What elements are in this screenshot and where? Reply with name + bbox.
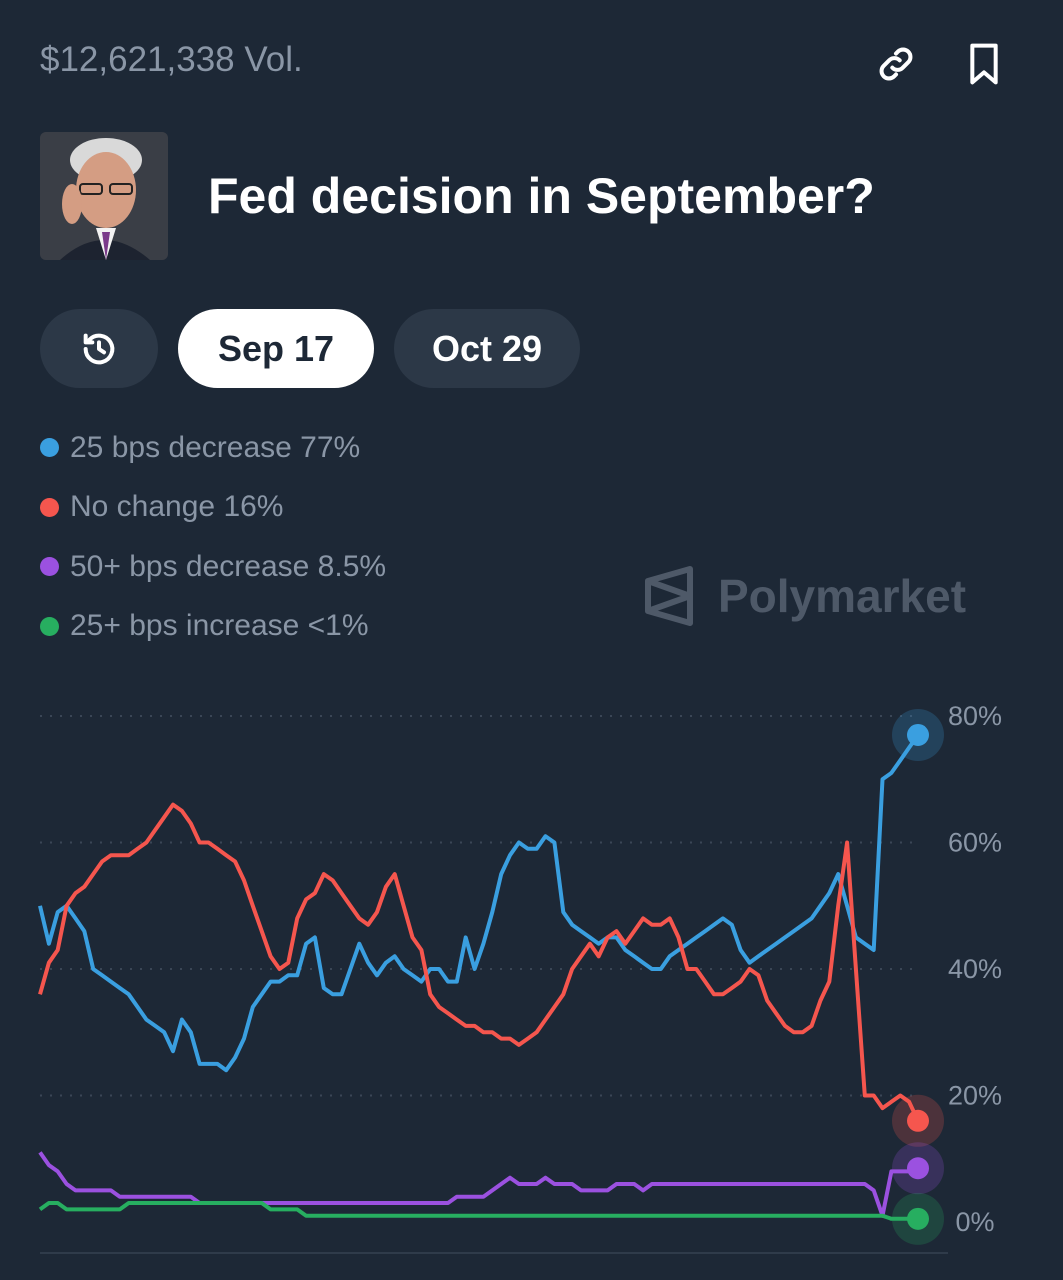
y-tick-label: 60% (948, 828, 1002, 858)
link-icon[interactable] (872, 40, 920, 88)
series-endpoint-dot (907, 1207, 929, 1230)
series-endpoint-dot (907, 723, 929, 746)
series-line (38, 1201, 918, 1221)
legend-item: 25+ bps increase <1% (40, 597, 386, 657)
market-header: Fed decision in September? (40, 131, 875, 261)
probability-chart: 80% 60% 40% 20% 0% (38, 701, 1002, 1254)
legend-dot (40, 557, 59, 577)
series-endpoint-dot (907, 1109, 929, 1132)
polymarket-logo-icon (645, 566, 693, 626)
legend-dot (40, 438, 59, 458)
polymarket-watermark: Polymarket (642, 565, 966, 627)
legend-label: 25 bps decrease 77% (70, 430, 361, 464)
market-title: Fed decision in September? (208, 168, 875, 224)
legend-dot (40, 616, 59, 636)
series-line (38, 1151, 919, 1218)
history-icon (83, 333, 115, 364)
legend-label: 50+ bps decrease 8.5% (70, 549, 387, 583)
legend-item: 25 bps decrease 77% (40, 418, 386, 478)
volume-label: $12,621,338 Vol. (40, 40, 303, 79)
chart-legend: 25 bps decrease 77% No change 16% 50+ bp… (40, 418, 386, 656)
market-avatar (40, 132, 168, 260)
tab-sep-17[interactable]: Sep 17 (178, 309, 374, 388)
watermark-text: Polymarket (718, 570, 967, 622)
y-tick-label: 80% (948, 701, 1002, 731)
legend-dot (40, 497, 59, 517)
bookmark-icon[interactable] (960, 40, 1008, 88)
y-tick-label: 40% (948, 954, 1002, 984)
legend-label: No change 16% (70, 490, 284, 524)
y-tick-label: 20% (948, 1081, 1002, 1111)
series-line (38, 802, 920, 1122)
series-line (38, 733, 920, 1073)
series-endpoint-dot (907, 1157, 929, 1180)
tab-oct-29[interactable]: Oct 29 (394, 309, 581, 388)
legend-item: 50+ bps decrease 8.5% (40, 537, 386, 597)
tab-history[interactable] (40, 309, 158, 388)
date-tabs: Sep 17 Oct 29 (40, 309, 581, 388)
legend-item: No change 16% (40, 478, 386, 538)
y-tick-label: 0% (955, 1207, 994, 1237)
legend-label: 25+ bps increase <1% (70, 609, 369, 643)
